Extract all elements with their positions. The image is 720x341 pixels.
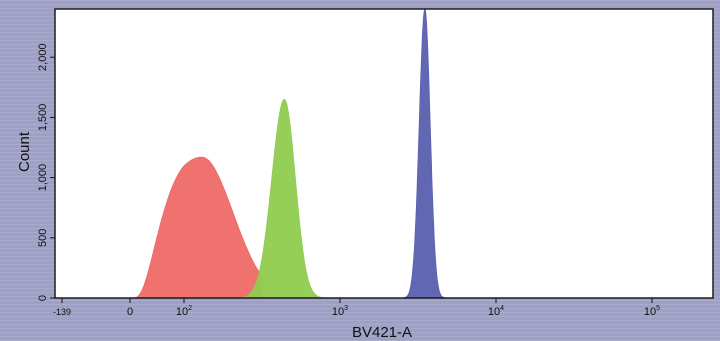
x-axis-ticks: -139 0 102 103 104 105 bbox=[53, 298, 660, 318]
y-tick-label-2: 1,000 bbox=[37, 164, 49, 192]
plot-frame bbox=[54, 8, 714, 299]
y-axis-title: Count bbox=[16, 131, 33, 172]
y-tick-label-1: 500 bbox=[37, 229, 49, 247]
y-axis-ticks: 0 500 1,000 1,500 2,000 bbox=[37, 43, 55, 301]
x-tick-label-2: 102 bbox=[176, 305, 192, 318]
histogram-series-2 bbox=[237, 99, 329, 299]
y-tick-label-3: 1,500 bbox=[37, 104, 49, 132]
y-tick-label-4: 2,000 bbox=[37, 43, 49, 71]
x-tick-label-5: 105 bbox=[644, 305, 660, 318]
x-tick-label-4: 104 bbox=[488, 305, 504, 318]
x-tick-label-3: 103 bbox=[332, 305, 348, 318]
x-axis-title: BV421-A bbox=[352, 324, 412, 341]
x-tick-label-0: -139 bbox=[53, 307, 71, 317]
y-tick-label-0: 0 bbox=[37, 295, 49, 301]
x-tick-label-1: 0 bbox=[127, 306, 133, 318]
